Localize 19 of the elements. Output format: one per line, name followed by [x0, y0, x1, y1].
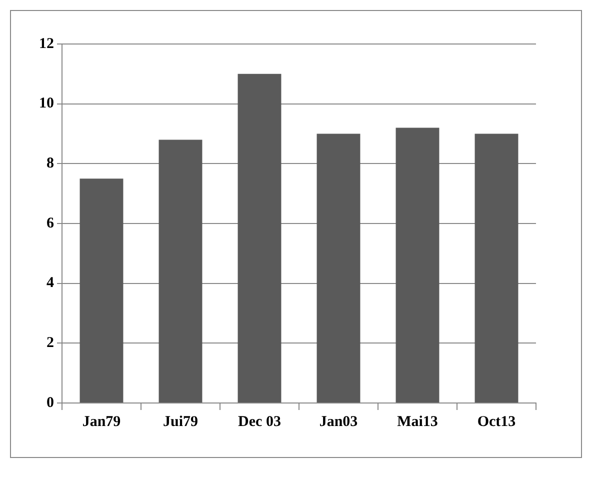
x-tick-label: Oct13 [477, 414, 516, 430]
y-tick-label: 6 [46, 215, 54, 232]
y-tick-label: 4 [46, 275, 54, 292]
bar [474, 134, 518, 402]
x-tick-label: Jan79 [82, 414, 121, 430]
bar [158, 140, 202, 402]
y-tick-label: 8 [46, 156, 54, 172]
y-tick-label: 12 [39, 36, 54, 52]
y-tick-label: 2 [46, 335, 54, 352]
x-tick-label: Jui79 [162, 414, 198, 430]
y-tick-label: 10 [39, 96, 54, 112]
x-tick-label: Mai13 [397, 414, 438, 430]
bar [80, 178, 124, 402]
bar [316, 134, 360, 402]
x-tick-label: Dec 03 [238, 414, 281, 430]
y-tick-label: 0 [46, 394, 54, 411]
bar [396, 128, 440, 402]
bar [238, 74, 282, 402]
x-tick-label: Jan03 [319, 414, 358, 430]
